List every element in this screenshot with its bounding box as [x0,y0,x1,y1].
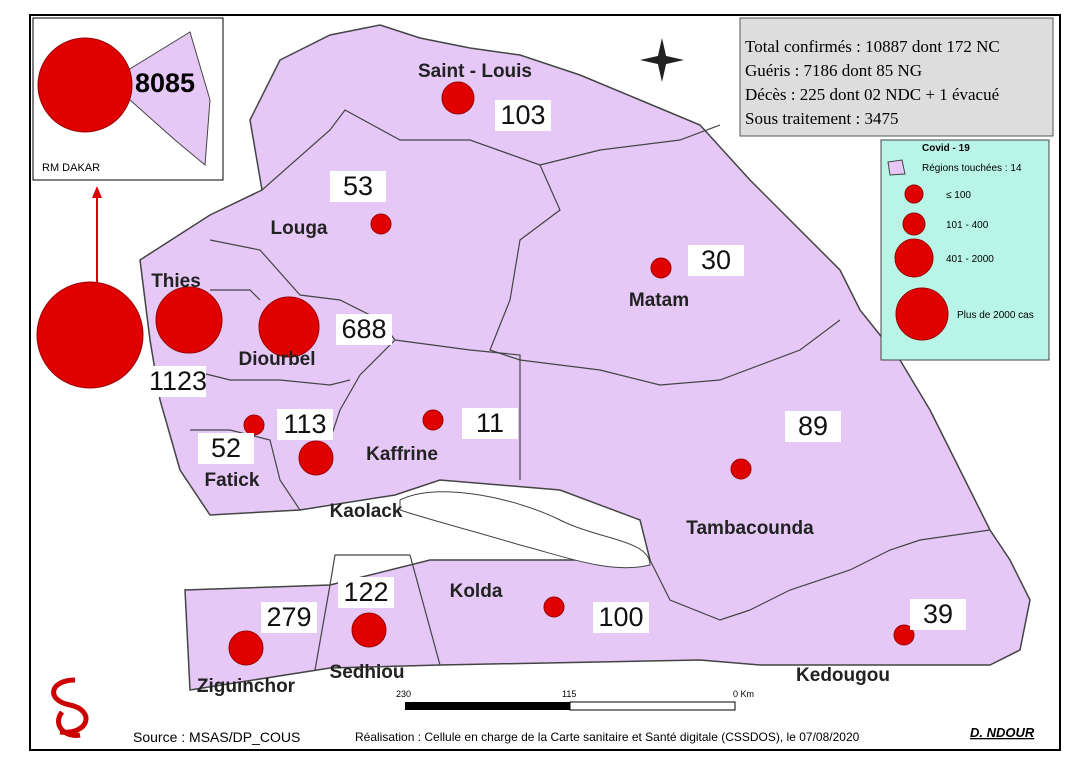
gambia [399,491,651,569]
compass [640,38,684,82]
value-bg [785,411,841,442]
legend-label: 401 - 2000 [946,254,994,265]
region-value: 52 [211,433,241,463]
value-bg [198,433,254,464]
inset-label: RM DAKAR [42,162,100,174]
region-value: 100 [598,602,643,632]
value-bg [495,100,551,131]
region-circle [258,296,320,358]
region-value: 122 [343,577,388,607]
region-name: Kaolack [330,501,403,522]
inset-circle [37,37,133,133]
info-line: Sous traitement : 3475 [745,109,898,128]
region-name: Kedougou [796,665,890,686]
region-value: 688 [341,314,386,344]
region-circle [543,596,565,618]
legend-title: Covid - 19 [922,143,970,154]
value-bg [910,599,966,630]
scale-bar [405,702,570,710]
region-name: Kolda [450,581,503,602]
value-bg [336,314,392,345]
region-circle [730,458,752,480]
region-name: Thies [151,271,201,292]
region-value: 89 [798,411,828,441]
info-line: Décès : 225 dont 02 NDC + 1 évacué [745,85,999,104]
region-value: 1123 [149,366,207,396]
region-name: Sedhiou [330,662,405,683]
arrow-head [92,186,102,198]
info-box [739,17,1054,137]
region-name: Diourbel [238,349,315,370]
value-bg [277,409,333,440]
region-circle [650,257,672,279]
logo [51,677,89,738]
region-circle [351,612,387,648]
scale-label: 230 [396,689,411,699]
value-bg [150,366,206,397]
legend-circle [895,287,949,341]
inset-value: 8085 [135,68,195,98]
legend-label: ≤ 100 [946,190,971,201]
info-line: Guéris : 7186 dont 85 NG [745,61,922,80]
boundaries [189,109,991,671]
legend-circle [902,212,926,236]
region-name: Matam [629,290,689,311]
region-circle [441,81,475,115]
region-circle [298,440,334,476]
value-bg [338,577,394,608]
region-name: Louga [271,218,328,239]
region-name: Tambacounda [686,518,814,539]
region-value: 11 [476,408,504,438]
scale-bar [569,701,736,711]
value-bg [593,602,649,633]
legend-subtitle: Régions touchées : 14 [922,163,1022,174]
legend-circle [894,238,934,278]
legend-label: Plus de 2000 cas [957,310,1034,321]
footer-credit: Réalisation : Cellule en charge de la Ca… [355,730,860,744]
value-bg [330,171,386,202]
legend-swatch [887,159,906,176]
region-name: Fatick [205,470,260,491]
region-circle [893,624,915,646]
value-bg [261,602,317,633]
region-value: 30 [701,245,731,275]
region-circle [243,414,265,436]
legend-label: 101 - 400 [946,220,989,231]
value-bg [688,245,744,276]
dakar-circle [36,281,144,389]
legend-circle [904,184,924,204]
scale-label: 115 [562,689,576,699]
region-value: 39 [923,599,953,629]
info-line: Total confirmés : 10887 dont 172 NC [745,37,1000,56]
region-value: 103 [500,100,545,130]
footer-source: Source : MSAS/DP_COUS [133,729,300,745]
scale-label: 0 Km [733,689,754,699]
region-value: 53 [343,171,373,201]
region-circle [422,409,444,431]
region-value: 279 [266,602,311,632]
region-value: 113 [283,409,326,439]
region-circle [228,630,264,666]
region-name: Saint - Louis [418,61,532,82]
region-circle [155,286,223,354]
region-name: Kaffrine [366,444,438,465]
footer-author: D. NDOUR [970,725,1035,740]
value-bg [462,408,518,439]
region-circle [370,213,392,235]
region-name: Ziguinchor [197,676,296,697]
